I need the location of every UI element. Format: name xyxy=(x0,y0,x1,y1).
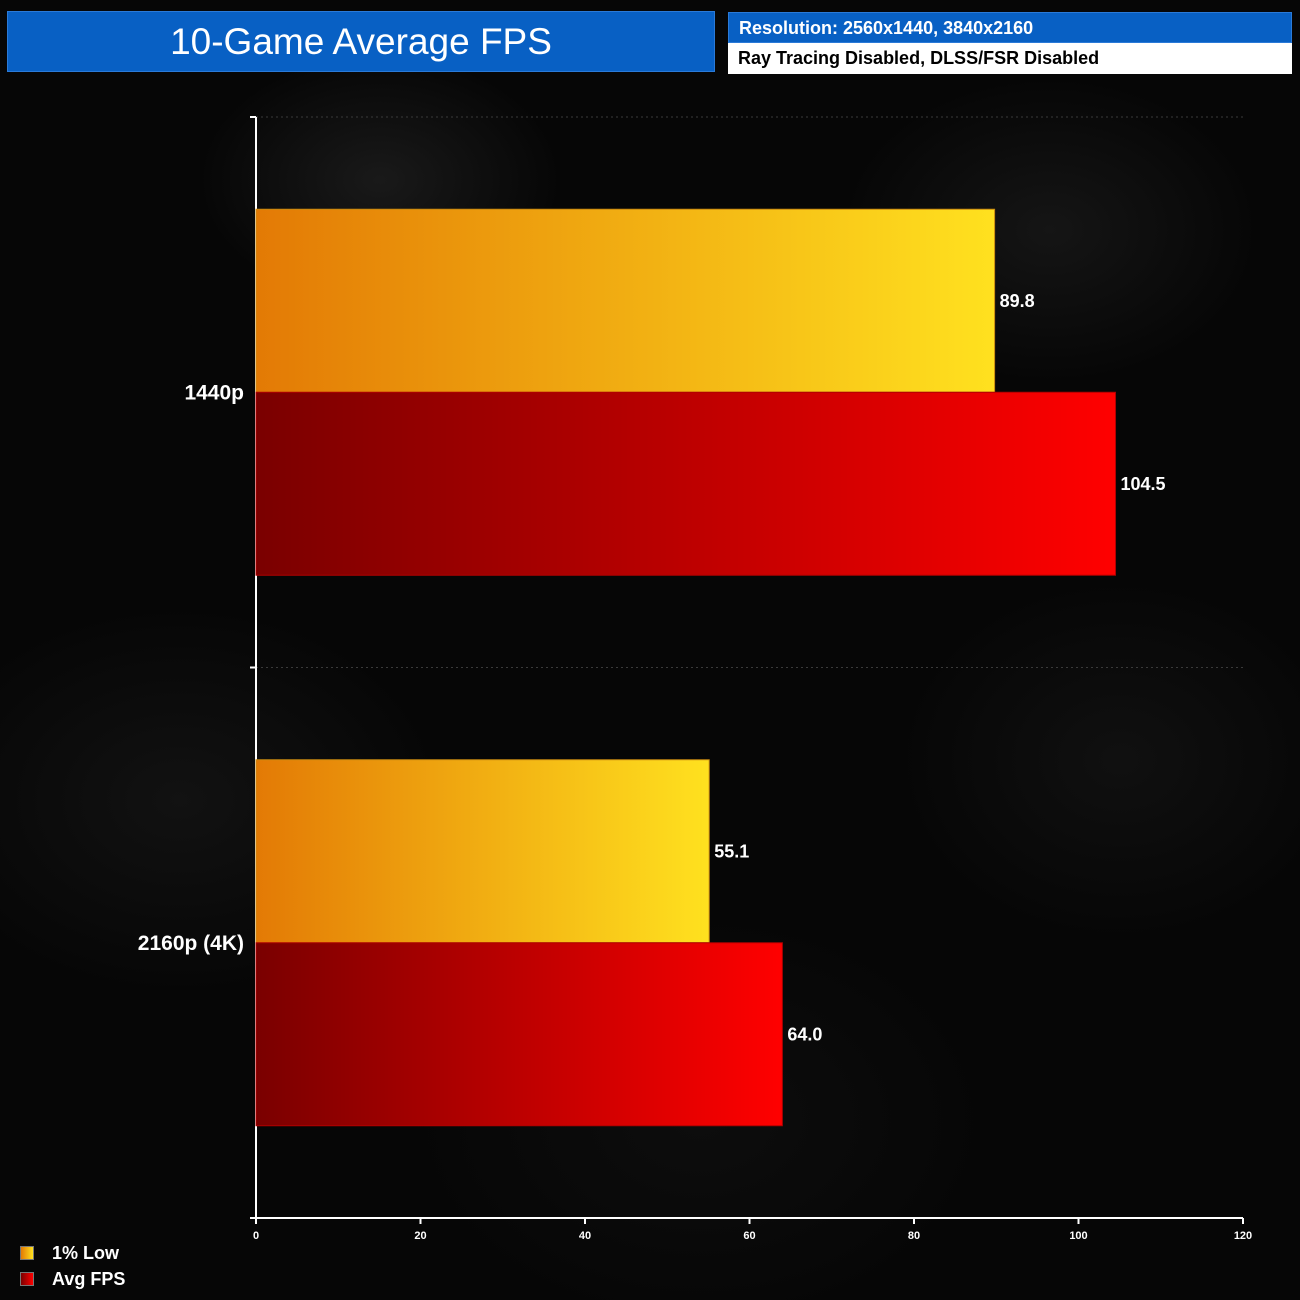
chart-title: 10-Game Average FPS xyxy=(7,11,715,72)
legend-swatch-avg xyxy=(20,1272,34,1286)
x-tick-label: 0 xyxy=(253,1230,259,1242)
x-tick-label: 100 xyxy=(1069,1230,1087,1242)
legend-label-avg: Avg FPS xyxy=(52,1268,126,1289)
category-label: 2160p (4K) xyxy=(138,932,244,955)
data-label: 55.1 xyxy=(714,841,749,861)
legend-swatch-low xyxy=(20,1246,34,1260)
settings-panel: Resolution: 2560x1440, 3840x2160 Ray Tra… xyxy=(728,12,1292,74)
x-tick-label: 20 xyxy=(414,1230,426,1242)
x-tick-label: 60 xyxy=(743,1230,755,1242)
resolution-label: Resolution: 2560x1440, 3840x2160 xyxy=(728,12,1292,43)
legend-item-low: 1% Low xyxy=(20,1240,125,1266)
settings-label: Ray Tracing Disabled, DLSS/FSR Disabled xyxy=(728,43,1292,74)
bar-low xyxy=(255,759,710,944)
data-label: 104.5 xyxy=(1121,474,1166,494)
x-tick-label: 80 xyxy=(908,1230,920,1242)
data-label: 89.8 xyxy=(1000,291,1035,311)
x-tick-label: 120 xyxy=(1234,1230,1252,1242)
bar-avg xyxy=(255,942,783,1127)
x-tick-label: 40 xyxy=(579,1230,591,1242)
legend-label-low: 1% Low xyxy=(52,1242,120,1263)
legend: 1% Low Avg FPS xyxy=(20,1240,125,1292)
legend-item-avg: Avg FPS xyxy=(20,1266,125,1292)
bar-low xyxy=(255,208,996,393)
bar-avg xyxy=(255,391,1117,576)
category-label: 1440p xyxy=(184,381,244,404)
data-label: 64.0 xyxy=(787,1024,822,1044)
